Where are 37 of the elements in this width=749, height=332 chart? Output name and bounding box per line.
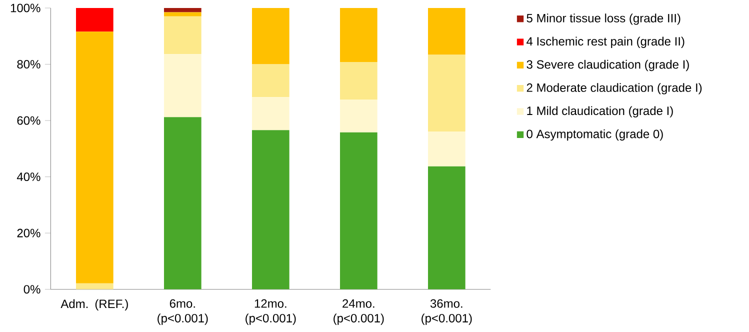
bar <box>76 283 114 290</box>
legend-label: 4 Ischemic rest pain (grade II) <box>526 36 684 48</box>
y-tick-label: 80% <box>17 60 40 69</box>
x-tick-label: Adm. (REF.) <box>60 299 128 310</box>
legend-label: 5 Minor tissue loss (grade III) <box>526 14 680 25</box>
bar <box>428 166 466 290</box>
bar <box>252 97 290 130</box>
x-tick-label: 6mo. (p<0.001) <box>158 299 208 325</box>
bar <box>164 12 202 16</box>
legend-label: 3 Severe claudication (grade I) <box>526 60 689 72</box>
bar <box>428 132 466 166</box>
bar <box>76 32 114 284</box>
bar <box>252 8 290 64</box>
bar <box>340 100 378 132</box>
y-tick-label: 100% <box>10 4 40 12</box>
bar <box>340 62 378 100</box>
bar <box>428 8 466 55</box>
legend-label: 1 Mild claudication (grade I) <box>527 106 673 118</box>
bar <box>164 16 202 54</box>
bar <box>76 8 114 32</box>
bar <box>340 8 378 62</box>
legend-label: 0 Asymptomatic (grade 0) <box>526 129 663 141</box>
bar <box>252 130 290 290</box>
bar <box>164 8 202 12</box>
y-tick-label: 0% <box>24 285 40 294</box>
bar <box>164 54 202 118</box>
y-tick-label: 60% <box>17 116 40 125</box>
bar <box>164 117 202 290</box>
y-tick-label: 20% <box>17 228 40 238</box>
bar <box>428 54 466 132</box>
x-tick-label: 12mo. (p<0.001) <box>246 299 296 325</box>
x-tick-label: 36mo. (p<0.001) <box>422 299 472 325</box>
y-tick-label: 40% <box>16 172 40 182</box>
x-tick-label: 24mo. (p<0.001) <box>334 299 384 325</box>
bar <box>340 132 378 290</box>
legend-label: 2 Moderate claudication (grade I) <box>526 83 702 94</box>
bar <box>252 64 290 98</box>
